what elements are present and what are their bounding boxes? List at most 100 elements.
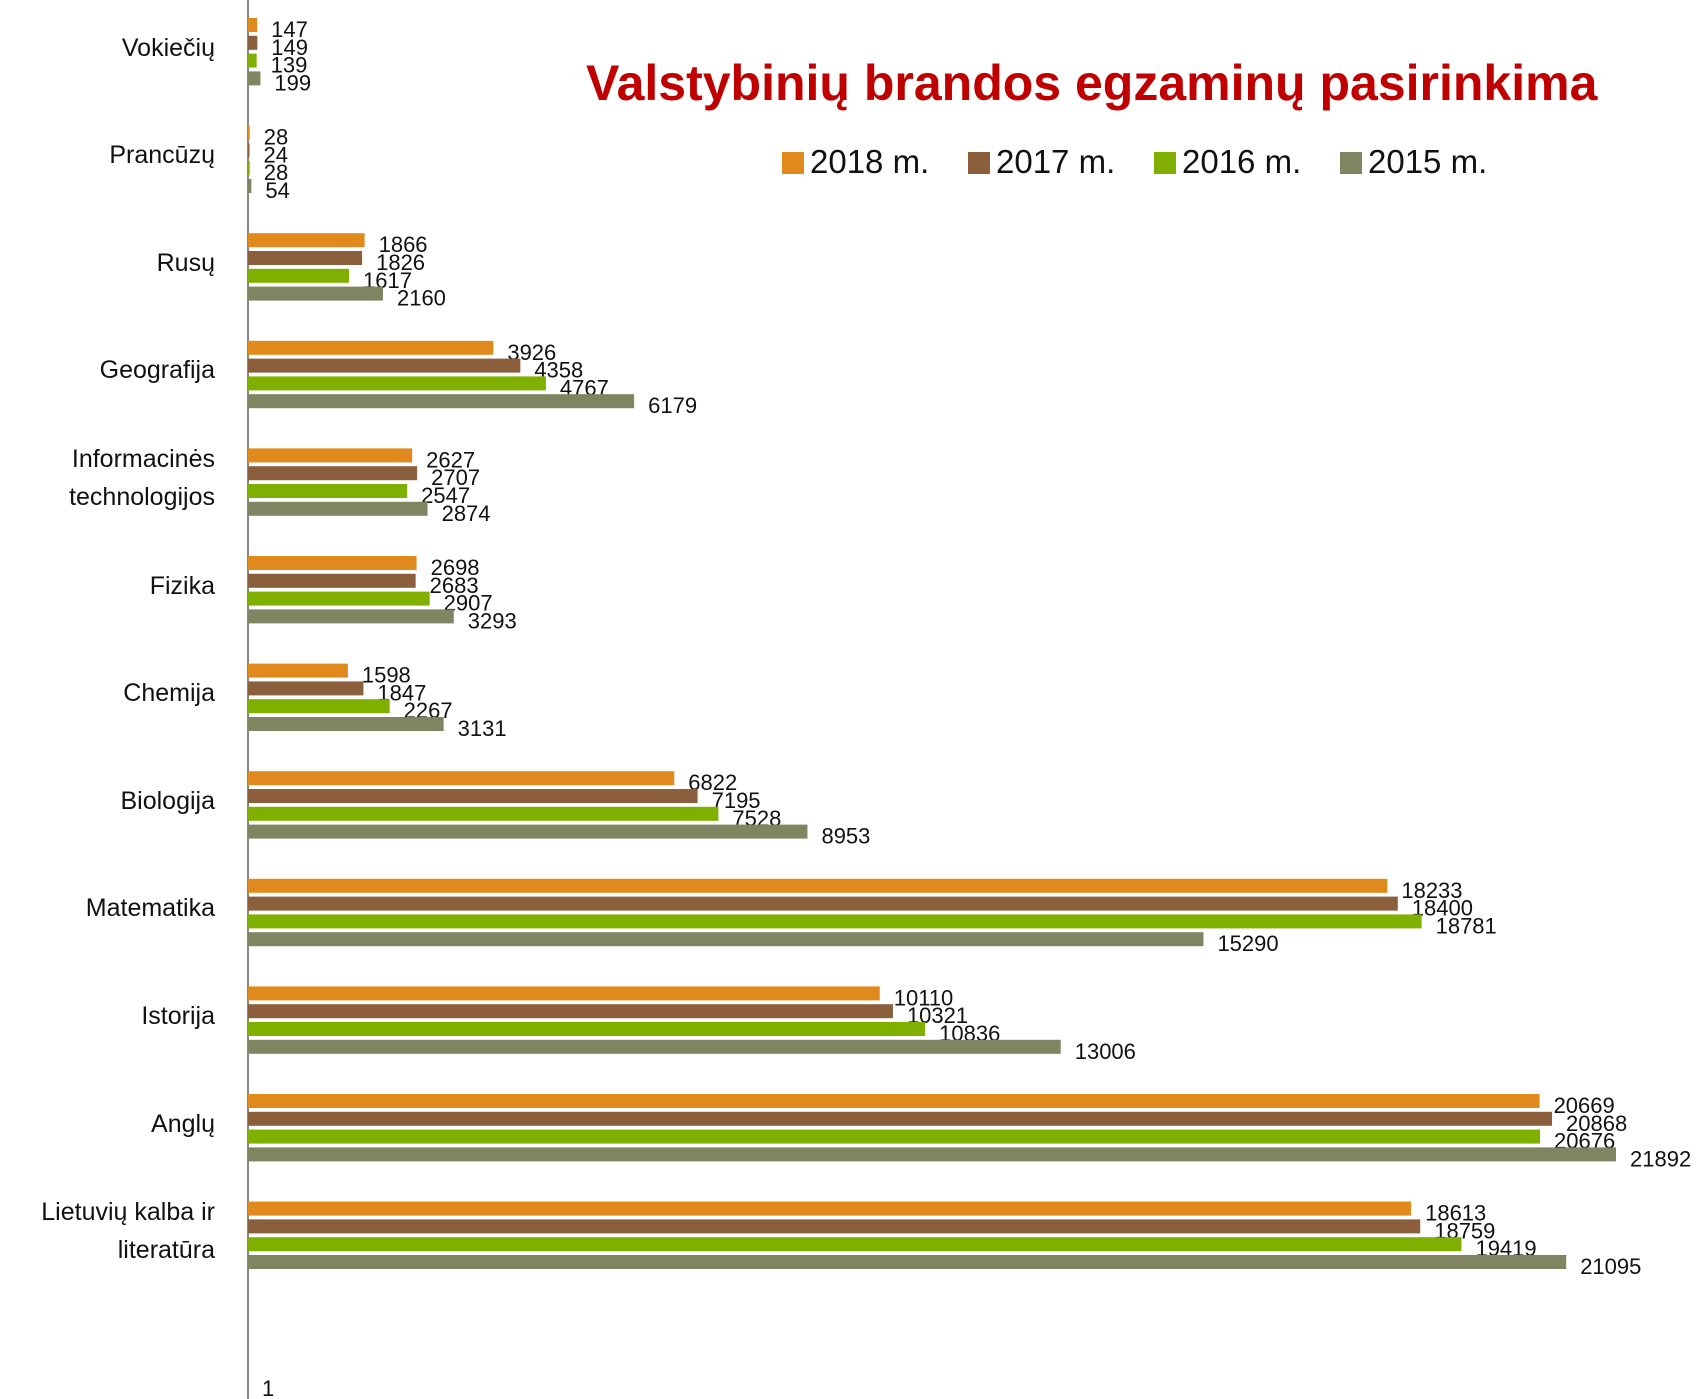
bar <box>248 286 383 301</box>
bar <box>248 53 257 68</box>
legend-label: 2018 m. <box>810 143 929 180</box>
bar <box>248 806 719 821</box>
data-label: 2547 <box>421 483 470 508</box>
legend-swatch <box>1340 152 1362 174</box>
legend-swatch <box>1154 152 1176 174</box>
data-label: 2160 <box>397 286 446 311</box>
bar <box>248 1022 926 1036</box>
category-label: Istorija <box>141 1002 215 1030</box>
bar <box>248 466 418 481</box>
bar <box>248 681 364 696</box>
data-label: 20669 <box>1554 1093 1615 1118</box>
bar <box>248 663 348 678</box>
data-label: 2683 <box>430 573 479 598</box>
bar <box>248 573 416 588</box>
bar <box>248 484 408 498</box>
bar <box>248 448 413 463</box>
data-label: 1598 <box>362 663 411 688</box>
bar <box>248 125 250 140</box>
bar <box>248 358 521 373</box>
data-label: 6179 <box>648 393 697 418</box>
bar <box>248 1219 1421 1234</box>
bar <box>248 1129 1541 1144</box>
bar <box>248 376 546 391</box>
category-label: Informacinės technologijos <box>69 445 215 511</box>
bar <box>248 1237 1462 1252</box>
data-label: 28 <box>264 160 288 185</box>
bar <box>248 932 1204 947</box>
bar <box>248 1255 1567 1269</box>
legend-swatch <box>782 152 804 174</box>
data-label: 1866 <box>379 232 428 257</box>
annotation: 1 <box>262 1376 274 1399</box>
data-label: 21892 <box>1630 1146 1691 1171</box>
bar <box>248 71 261 86</box>
data-label: 24 <box>263 142 287 167</box>
data-label: 10110 <box>894 985 954 1010</box>
bar <box>248 161 250 176</box>
bar <box>248 914 1422 929</box>
bar <box>248 233 365 248</box>
data-label: 139 <box>271 53 308 78</box>
bar <box>248 1201 1412 1216</box>
data-label: 149 <box>271 35 308 60</box>
data-label: 18233 <box>1401 878 1462 903</box>
category-label: Prancūzų <box>109 141 215 170</box>
category-label: Matematika <box>85 894 215 923</box>
data-label: 2698 <box>431 555 480 580</box>
bar <box>248 1094 1540 1108</box>
bar <box>248 1004 893 1019</box>
category-label: Anglų <box>151 1109 215 1138</box>
data-label: 199 <box>274 70 311 95</box>
data-label: 15290 <box>1217 931 1278 956</box>
legend-label: 2017 m. <box>996 143 1115 180</box>
bar <box>248 18 258 32</box>
bar <box>248 789 698 803</box>
category-label: Vokiečių <box>121 33 215 62</box>
bar <box>248 1147 1616 1162</box>
data-label: 3131 <box>458 716 507 741</box>
data-label: 1826 <box>376 250 425 275</box>
data-label: 18613 <box>1425 1201 1486 1226</box>
legend-label: 2015 m. <box>1368 143 1487 180</box>
data-label: 20868 <box>1566 1111 1627 1136</box>
data-label: 54 <box>265 178 289 203</box>
bar <box>248 268 350 283</box>
category-label: Biologija <box>120 786 215 815</box>
bar <box>248 179 252 193</box>
bar <box>248 699 390 714</box>
bar <box>248 896 1398 911</box>
category-label: Geografija <box>99 356 215 385</box>
bar <box>248 501 428 516</box>
data-label: 21095 <box>1580 1254 1641 1279</box>
data-label: 28 <box>264 125 288 150</box>
bar <box>248 824 808 839</box>
bar <box>248 35 258 50</box>
data-label: 18400 <box>1412 896 1473 921</box>
bar <box>248 878 1388 893</box>
bar <box>248 143 250 158</box>
bar <box>248 717 444 731</box>
legend-label: 2016 m. <box>1182 143 1301 180</box>
data-label: 8953 <box>821 824 870 849</box>
bar <box>248 771 675 786</box>
chart-title: Valstybinių brandos egzaminų pasirinkima <box>586 55 1599 111</box>
bar <box>248 591 430 606</box>
category-label: Fizika <box>149 571 215 600</box>
category-label: Chemija <box>123 679 215 708</box>
data-label: 2707 <box>431 465 480 490</box>
category-label: Rusų <box>156 248 215 277</box>
bar <box>248 1111 1553 1126</box>
bar <box>248 340 494 355</box>
data-label: 2874 <box>442 501 491 526</box>
data-label: 147 <box>271 17 308 42</box>
category-label: Lietuvių kalba ir literatūra <box>41 1198 215 1265</box>
bar <box>248 556 417 570</box>
bar <box>248 251 363 265</box>
bar <box>248 986 880 1001</box>
bar <box>248 1039 1061 1054</box>
legend-swatch <box>968 152 990 174</box>
bar <box>248 609 454 624</box>
data-label: 7195 <box>712 788 761 813</box>
